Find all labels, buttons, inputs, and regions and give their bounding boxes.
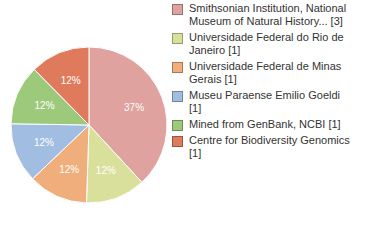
html-text:Mined from GenBank, NCBI [1]: Mined from GenBank, NCBI [1] xyxy=(189,118,341,130)
svg-text:12%: 12% xyxy=(61,75,81,86)
html-text:Centre for Biodiversity Genomi: Centre for Biodiversity Genomics [1] xyxy=(189,134,350,159)
html-text:Smithsonian Institution, Natio: Smithsonian Institution, National Museum… xyxy=(189,2,347,27)
svg-text:12%: 12% xyxy=(35,100,55,111)
html-text:Museu Paraense Emilio Goeldi [: Museu Paraense Emilio Goeldi [1] xyxy=(189,89,340,114)
svg-text:12%: 12% xyxy=(59,164,79,175)
svg-text:12%: 12% xyxy=(34,137,54,148)
html-text:Universidade Federal do Rio de: Universidade Federal do Rio de Janeiro [… xyxy=(189,31,344,56)
svg-text:12%: 12% xyxy=(96,165,116,176)
svg-text:37%: 37% xyxy=(124,102,144,113)
html-text:Universidade Federal de Minas: Universidade Federal de Minas Gerais [1] xyxy=(189,60,342,85)
